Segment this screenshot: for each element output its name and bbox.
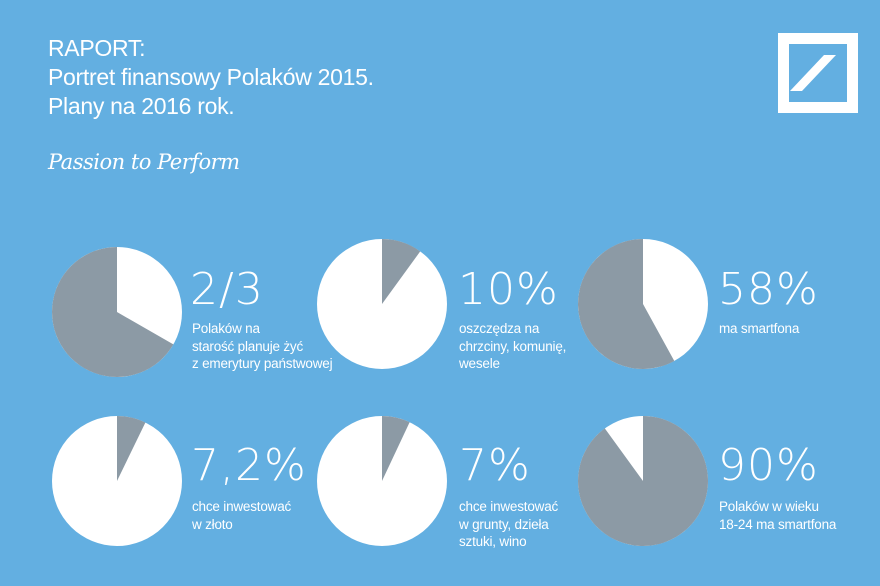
stat-value: 2/3 — [190, 264, 264, 315]
stat-value: 10% — [458, 264, 559, 315]
deutsche-bank-logo-icon — [778, 33, 858, 113]
pie-slice — [382, 239, 421, 304]
pie-chart-young-smartphone — [578, 416, 708, 546]
title-line-2: Portret finansowy Polaków 2015. — [48, 64, 374, 90]
stat-value: 7% — [459, 440, 531, 491]
tagline: Passion to Perform — [48, 150, 240, 174]
pie-slice — [117, 416, 146, 481]
stat-description: ma smartfona — [719, 321, 800, 336]
pie-slice — [578, 239, 675, 369]
pie-slice — [382, 416, 410, 481]
pie-chart-smartphone — [578, 239, 708, 369]
title-line-3: Plany na 2016 rok. — [48, 93, 235, 119]
stat-description: Polaków w wieku 18-24 ma smartfona — [719, 499, 837, 532]
stat-description: chce inwestować w złoto — [192, 499, 292, 532]
stat-value: 90% — [718, 440, 819, 491]
report-title: RAPORT: Portret finansowy Polaków 2015. … — [48, 34, 374, 121]
stat-value: 58% — [718, 264, 819, 315]
pie-slice — [52, 247, 174, 377]
pie-chart-gold — [52, 416, 182, 546]
stat-description: Polaków na starość planuje żyć z emerytu… — [192, 321, 333, 371]
stat-value: 7,2% — [191, 440, 307, 491]
pie-chart-savings — [317, 239, 447, 369]
title-line-1: RAPORT: — [48, 35, 146, 61]
stat-description: chce inwestować w grunty, dzieła sztuki,… — [459, 499, 559, 549]
pie-chart-retirement — [52, 247, 182, 377]
pie-chart-alternative-investments — [317, 416, 447, 546]
stat-description: oszczędza na chrzciny, komunię, wesele — [459, 321, 567, 371]
pie-slice — [578, 416, 708, 546]
